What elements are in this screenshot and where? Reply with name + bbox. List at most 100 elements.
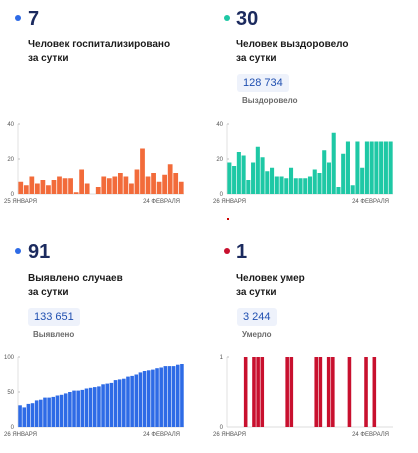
chart-bar: [122, 378, 126, 427]
y-tick-label: 50: [7, 390, 14, 396]
chart-bar: [251, 162, 256, 194]
chart-bar: [317, 173, 322, 194]
panel-cases: 91 Выявлено случаев за сутки 133 651 Выя…: [0, 227, 209, 453]
chart-bar: [241, 155, 246, 194]
chart-bar: [126, 376, 130, 427]
chart-bar: [288, 167, 294, 194]
chart-bar: [364, 357, 368, 427]
chart-bar: [101, 384, 105, 427]
chart-bar: [79, 169, 85, 194]
y-tick-label: 1: [220, 355, 224, 361]
chart-bar: [117, 379, 122, 427]
y-tick-label: 0: [220, 192, 224, 198]
chart-bar: [51, 396, 56, 427]
y-tick-label: 40: [216, 122, 223, 128]
chart-bar: [175, 364, 180, 427]
y-tick-label: 20: [7, 157, 14, 163]
daily-caption: Выявлено случаев за сутки: [28, 273, 123, 298]
chart-bar: [298, 178, 303, 194]
chart-bar: [285, 357, 289, 427]
chart-bar: [145, 176, 151, 194]
total-label: Выявлено: [33, 330, 75, 339]
chart-bar: [331, 357, 335, 427]
chart-bar: [350, 185, 355, 194]
daily-caption: Человек выздоровело за сутки: [236, 39, 349, 64]
chart-bar: [101, 176, 107, 194]
chart-bar: [30, 403, 35, 427]
chart-bar: [138, 372, 143, 427]
chart-hospitalized: 0 20 40 25 ЯНВАРЯ 24 ФЕВРАЛЯ: [4, 122, 184, 205]
x-tick-label-start: 26 ЯНВАРЯ: [4, 432, 37, 438]
chart-bar: [129, 183, 134, 194]
total-label: Выздоровело: [242, 96, 298, 105]
chart-bar: [379, 141, 384, 194]
chart-bar: [360, 167, 365, 194]
chart-bar: [59, 394, 64, 427]
chart-recovered: 0 20 40 26 ЯНВАРЯ 24 ФЕВРАЛЯ: [213, 122, 393, 205]
daily-value: 7: [28, 8, 40, 30]
chart-bar: [47, 397, 51, 427]
chart-bar: [289, 357, 294, 427]
chart-bar: [260, 157, 265, 194]
daily-value: 1: [236, 241, 248, 263]
chart-bar: [293, 178, 298, 194]
chart-bar: [84, 388, 89, 427]
chart-bar: [109, 382, 114, 427]
y-tick-label: 20: [216, 157, 223, 163]
chart-bar: [43, 397, 47, 427]
x-tick-label-end: 24 ФЕВРАЛЯ: [143, 432, 180, 438]
chart-cases: 0 50 100 26 ЯНВАРЯ 24 ФЕВРАЛЯ: [4, 355, 184, 438]
total-value: 128 734: [237, 74, 289, 92]
chart-bar: [336, 187, 341, 194]
chart-bar: [34, 183, 40, 194]
chart-bar: [55, 395, 60, 427]
chart-bar: [51, 180, 57, 194]
total-value: 133 651: [28, 308, 80, 326]
chart-bar: [130, 375, 134, 427]
chart-bar: [265, 171, 270, 194]
chart-bar: [40, 180, 46, 194]
chart-bar: [140, 148, 145, 194]
status-dot: [224, 248, 230, 254]
chart-bar: [134, 374, 139, 427]
y-tick-label: 40: [7, 122, 14, 128]
status-dot: [15, 15, 21, 21]
chart-bar: [372, 357, 377, 427]
chart-bar: [68, 178, 73, 194]
chart-bar: [388, 141, 393, 194]
chart-bar: [374, 141, 379, 194]
chart-bar: [123, 176, 129, 194]
chart-bar: [88, 387, 93, 427]
chart-bar: [62, 178, 68, 194]
chart-bar: [167, 164, 173, 194]
chart-bar: [23, 185, 29, 194]
chart-bar: [117, 173, 123, 194]
chart-bar: [92, 387, 97, 427]
chart-bar: [227, 162, 232, 194]
chart-bar: [322, 150, 327, 194]
chart-bar: [76, 390, 80, 427]
total-label: Умерло: [242, 330, 272, 339]
chart-bar: [383, 141, 388, 194]
x-tick-label-end: 24 ФЕВРАЛЯ: [352, 199, 389, 205]
chart-bar: [307, 176, 313, 194]
chart-bar: [113, 380, 118, 427]
chart-bar: [270, 167, 275, 194]
chart-bar: [46, 185, 51, 194]
chart-bar: [180, 364, 184, 427]
chart-bar: [243, 357, 248, 427]
chart-bar: [84, 183, 90, 194]
chart-bar: [22, 407, 27, 427]
chart-bar: [112, 176, 118, 194]
chart-bar: [105, 383, 110, 427]
status-dot: [224, 15, 230, 21]
chart-bar: [156, 181, 162, 194]
chart-bar: [162, 174, 168, 194]
chart-bar: [142, 371, 147, 427]
chart-bar: [314, 357, 319, 427]
chart-bar: [178, 181, 184, 194]
chart-bar: [163, 366, 168, 427]
chart-bar: [326, 162, 332, 194]
chart-bar: [279, 176, 284, 194]
chart-bar: [341, 153, 346, 194]
